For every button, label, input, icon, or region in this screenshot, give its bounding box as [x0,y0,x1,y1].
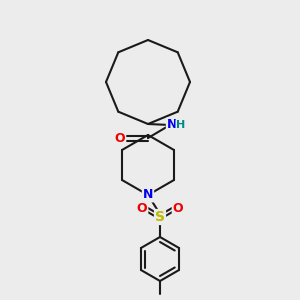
Text: O: O [173,202,183,215]
Text: O: O [115,131,125,145]
Text: N: N [143,188,153,202]
Text: H: H [176,120,186,130]
Text: S: S [155,210,165,224]
Text: O: O [137,202,147,215]
Text: N: N [167,118,177,131]
